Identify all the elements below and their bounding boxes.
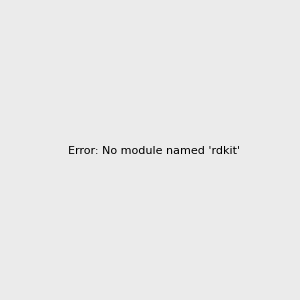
Text: Error: No module named 'rdkit': Error: No module named 'rdkit' [68,146,240,157]
